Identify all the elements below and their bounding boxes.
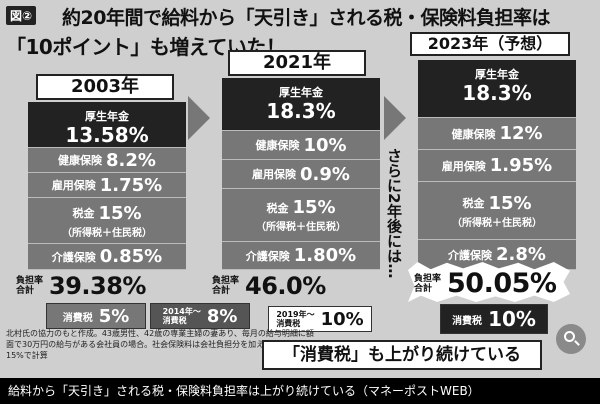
segment-label: 雇用保険 xyxy=(51,179,96,192)
segment-label: 厚生年金 xyxy=(475,68,519,81)
footnote: 北村氏の協力のもと作成。43歳男性、42歳の専業主婦の妻あり、毎月の給与明細に額… xyxy=(6,329,320,360)
segment-value: 0.85% xyxy=(99,246,163,267)
banner: 「消費税」も上がり続けている xyxy=(262,340,542,370)
column-2023: 厚生年金 18.3% 健康保険 12% 雇用保険 1.95% 税金 15% （所得税＋住民税）介… xyxy=(418,60,576,270)
segment-sublabel: （所得税＋住民税） xyxy=(256,222,346,233)
segment-health: 健康保険 12% xyxy=(418,118,576,150)
consumption-tax-label: 2014年～ 消費税 xyxy=(162,307,201,325)
total-label-top: 負担率 xyxy=(414,273,442,284)
segment-tax: 税金 15% （所得税＋住民税） xyxy=(222,189,380,242)
segment-sublabel: （所得税＋住民税） xyxy=(62,227,152,239)
consumption-tax-value: 8% xyxy=(206,305,238,327)
segment-value: 1.75% xyxy=(99,174,163,196)
consumption-tax-2014: 2014年～ 消費税 8% xyxy=(150,303,250,329)
title-bar: 図② 約20年間で給料から「天引き」される税・保険料負担率は 「10ポイント」も… xyxy=(0,0,600,62)
year-2023-header: 2023年（予想） xyxy=(410,32,570,56)
segment-label: 健康保険 xyxy=(451,127,496,141)
zoom-in-icon[interactable] xyxy=(556,324,586,354)
total-label-top: 負担率 xyxy=(212,276,240,286)
segment-employment: 雇用保険 1.95% xyxy=(418,150,576,182)
segment-value: 15% xyxy=(98,202,142,224)
year-2021-header: 2021年 xyxy=(228,50,366,76)
segment-value: 18.3% xyxy=(266,99,336,123)
segment-care: 介護保険 1.80% xyxy=(222,242,380,270)
segment-label: 税金 xyxy=(72,207,95,220)
total-2003: 負担率 合計 39.38% xyxy=(16,272,146,300)
segment-pension: 厚生年金 18.3% xyxy=(222,78,380,131)
segment-label: 健康保険 xyxy=(255,139,300,152)
segment-value: 10% xyxy=(303,134,347,156)
total-label-bottom: 合計 xyxy=(16,286,35,296)
arrow-right-icon xyxy=(188,96,210,140)
total-label-bottom: 合計 xyxy=(212,286,231,296)
total-value: 39.38% xyxy=(49,272,146,300)
arrow-right-icon xyxy=(384,96,406,140)
segment-employment: 雇用保険 0.9% xyxy=(222,160,380,189)
consumption-tax-label: 2019年～ 消費税 xyxy=(276,310,315,328)
segment-value: 15% xyxy=(292,197,336,218)
column-2021: 厚生年金 18.3% 健康保険 10% 雇用保険 0.9% 税金 15% （所得税＋住民税） 介護… xyxy=(222,78,380,270)
segment-label: 介護保険 xyxy=(51,250,96,264)
segment-health: 健康保険 8.2% xyxy=(28,148,186,173)
segment-label: 税金 xyxy=(266,201,289,215)
segment-label: 雇用保険 xyxy=(441,159,486,173)
highlight-burst xyxy=(408,262,570,302)
segment-value: 1.95% xyxy=(489,155,553,176)
total-2023: 負担率 合計 50.05% xyxy=(414,268,557,299)
segment-label: 税金 xyxy=(462,197,485,210)
segment-value: 18.3% xyxy=(462,81,532,105)
total-label-top: 負担率 xyxy=(16,276,44,286)
consumption-tax-label: 消費税 xyxy=(452,315,483,327)
title-line-1: 約20年間で給料から「天引き」される税・保険料負担率は xyxy=(62,7,550,29)
consumption-tax-2019: 2019年～ 消費税 10% xyxy=(268,306,372,332)
segment-value: 15% xyxy=(488,192,532,214)
consumption-tax-2003: 消費税 5% xyxy=(46,303,146,329)
consumption-tax-value: 5% xyxy=(98,305,130,327)
segment-sublabel: （所得税＋住民税） xyxy=(452,217,542,229)
segment-pension: 厚生年金 13.58% xyxy=(28,102,186,148)
segment-value: 8.2% xyxy=(106,149,156,171)
segment-value: 13.58% xyxy=(65,123,149,147)
segment-value: 0.9% xyxy=(300,163,350,185)
figure-label: 図② xyxy=(6,6,37,25)
side-text: さらに2年後には… xyxy=(385,148,403,279)
segment-label: 厚生年金 xyxy=(85,110,129,123)
total-value: 46.0% xyxy=(245,272,326,300)
total-label-bottom: 合計 xyxy=(414,283,433,294)
segment-employment: 雇用保険 1.75% xyxy=(28,173,186,198)
segment-pension: 厚生年金 18.3% xyxy=(418,60,576,118)
segment-tax: 税金 15% （所得税＋住民税） xyxy=(28,198,186,244)
segment-label: 雇用保険 xyxy=(252,168,297,181)
segment-label: 健康保険 xyxy=(58,154,103,167)
segment-label: 厚生年金 xyxy=(279,86,323,99)
segment-health: 健康保険 10% xyxy=(222,131,380,160)
consumption-tax-label: 消費税 xyxy=(62,312,93,324)
segment-label: 介護保険 xyxy=(245,249,290,263)
segment-value: 1.80% xyxy=(293,245,357,266)
column-2003: 厚生年金 13.58% 健康保険 8.2% 雇用保険 1.75% 税金 15% （所得税＋住民税… xyxy=(28,102,186,270)
consumption-tax-value: 10% xyxy=(320,308,364,330)
segment-tax: 税金 15% （所得税＋住民税） xyxy=(418,182,576,240)
caption: 給料から「天引き」される税・保険料負担率は上がり続けている（マネーポストWEB） xyxy=(0,378,600,404)
segment-label: 介護保険 xyxy=(448,248,493,262)
segment-value: 12% xyxy=(499,123,543,144)
figure-panel: 図② 約20年間で給料から「天引き」される税・保険料負担率は 「10ポイント」も… xyxy=(0,0,600,378)
consumption-tax-2023: 消費税 10% xyxy=(440,304,548,334)
total-value: 50.05% xyxy=(447,268,557,299)
consumption-tax-value: 10% xyxy=(488,307,536,331)
total-2021: 負担率 合計 46.0% xyxy=(212,272,326,300)
year-2003-header: 2003年 xyxy=(36,74,174,100)
segment-value: 2.8% xyxy=(496,244,546,265)
segment-care: 介護保険 0.85% xyxy=(28,244,186,270)
